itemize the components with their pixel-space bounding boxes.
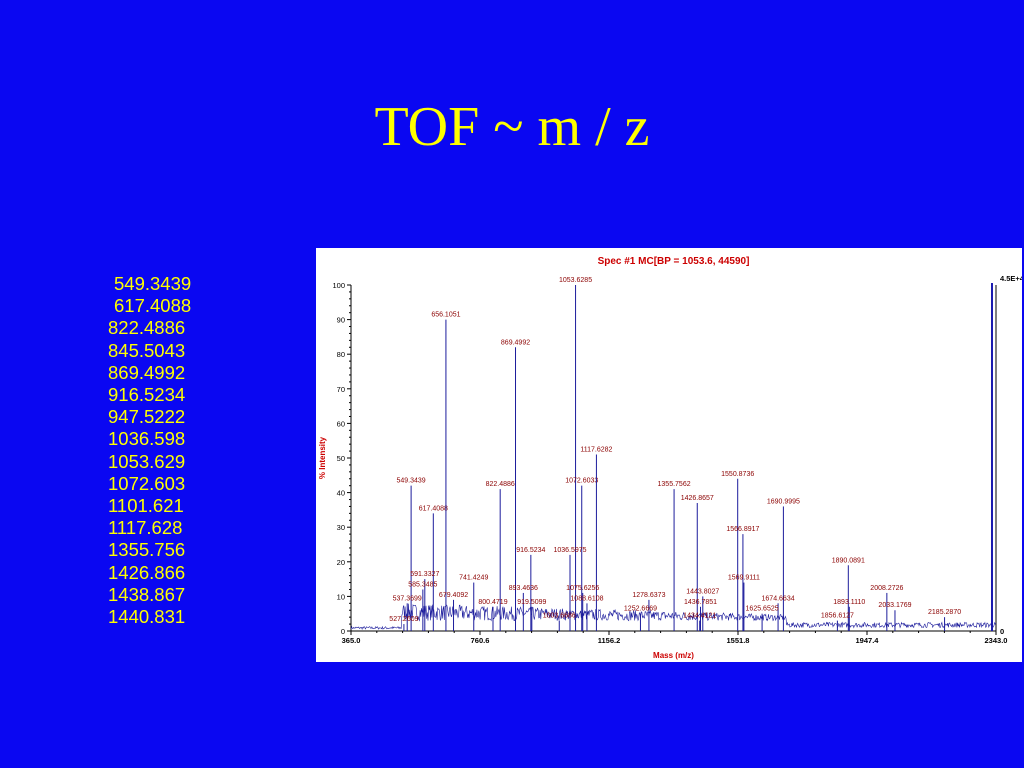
peak-label: 1856.6127 <box>821 613 854 620</box>
x-tick-label: 760.6 <box>471 636 490 645</box>
peak-label: 656.1051 <box>431 312 460 319</box>
peak-label: 1278.6373 <box>632 592 665 599</box>
peak-label: 549.3439 <box>397 478 426 485</box>
peak-label: 585.3485 <box>408 581 437 588</box>
y-tick-label: 80 <box>337 350 345 359</box>
peak-label: 822.4886 <box>486 481 515 488</box>
peak-mass-item: 1355.756 <box>108 539 186 561</box>
y-tick-label: 10 <box>337 592 345 601</box>
peak-label: 1252.6669 <box>624 606 657 613</box>
slide-title: TOF ~ m / z <box>374 96 650 158</box>
x-tick-label: 1551.8 <box>727 636 750 645</box>
peak-label: 1436.7851 <box>684 599 717 606</box>
peak-mass-item: 1053.629 <box>108 450 186 472</box>
peak-label: 1625.6525 <box>746 606 779 613</box>
x-tick-label: 1156.2 <box>598 636 621 645</box>
peak-label: 2033.1769 <box>878 602 911 609</box>
peak-label: 527.2609 <box>389 616 418 623</box>
peak-label: 1690.9995 <box>767 498 800 505</box>
right-axis-bottom-label: 0 <box>1000 627 1004 636</box>
peak-label: 1426.8657 <box>681 495 714 502</box>
peak-label: 2008.2726 <box>870 585 903 592</box>
peak-label: 1003.6686 <box>543 613 576 620</box>
peak-label: 617.4088 <box>419 505 448 512</box>
peak-mass-item: 845.5043 <box>108 339 186 361</box>
peak-mass-item: 916.5234 <box>108 384 186 406</box>
peak-mass-list: 549.3439 617.4088 822.4886 845.5043 869.4992… <box>108 273 191 628</box>
y-tick-label: 40 <box>337 489 345 498</box>
peak-label: 591.3327 <box>410 571 439 578</box>
y-tick-label: 100 <box>332 281 345 290</box>
peak-mass-item: 1440.831 <box>108 606 186 628</box>
mass-spectrum-chart: Spec #1 MC[BP = 1053.6, 44590] 0 10 20 30 40 5… <box>316 248 1022 662</box>
y-tick-label: 50 <box>337 454 345 463</box>
peak-label: 1890.0891 <box>832 557 865 564</box>
x-tick-label: 1947.4 <box>856 636 880 645</box>
peak-label: 1893.1110 <box>833 599 865 606</box>
peak-mass-item: 869.4992 <box>108 361 186 383</box>
y-tick-label: 20 <box>337 558 345 567</box>
peak-mass-item: 822.4886 <box>108 317 186 339</box>
peak-label: 2185.2870 <box>928 609 961 616</box>
peak-label: 916.5234 <box>516 547 545 554</box>
peak-label: 1072.6033 <box>565 478 598 485</box>
peak-mass-item: 1036.598 <box>108 428 186 450</box>
peak-label: 1355.7562 <box>658 481 691 488</box>
y-tick-label: 90 <box>337 316 345 325</box>
mass-spectrum-svg: Spec #1 MC[BP = 1053.6, 44590] 0 10 20 30 40 5… <box>318 256 1022 660</box>
y-tick-label: 60 <box>337 419 345 428</box>
peak-label: 679.4092 <box>439 592 468 599</box>
peak-mass-item: 947.5222 <box>108 406 186 428</box>
peak-label: 1075.6256 <box>566 585 599 592</box>
baseline-noise <box>350 603 997 630</box>
right-axis-top-label: 4.5E+4 <box>1000 274 1022 283</box>
peak-label: 1674.6634 <box>762 595 795 602</box>
peak-label: 800.4719 <box>478 599 507 606</box>
chart-title: Spec #1 MC[BP = 1053.6, 44590] <box>598 256 750 267</box>
y-tick-label: 30 <box>337 523 345 532</box>
peak-mass-item: 617.4088 <box>114 295 192 317</box>
peak-label: 1569.9111 <box>728 575 760 582</box>
y-tick-label: 0 <box>341 627 345 636</box>
peak-label: 869.4992 <box>501 339 530 346</box>
x-axis-label: Mass (m/z) <box>653 651 694 660</box>
peak-mass-item: 549.3439 <box>114 273 192 294</box>
peak-label: 1088.6108 <box>570 595 603 602</box>
peak-mass-item: 1101.621 <box>108 495 184 517</box>
peak-label: 1434.4121 <box>683 613 716 620</box>
peak-mass-item: 1438.867 <box>108 583 186 605</box>
x-tick-label: 365.0 <box>342 636 361 645</box>
peak-label: 1443.8027 <box>686 588 719 595</box>
y-tick-label: 70 <box>337 385 345 394</box>
peak-label: 1053.6285 <box>559 277 592 284</box>
peak-label: 919.5099 <box>517 599 546 606</box>
peak-label: 1550.8736 <box>721 471 754 478</box>
peak-label: 537.3699 <box>393 595 422 602</box>
peak-label: 1566.8917 <box>726 526 759 533</box>
peak-mass-item: 1426.866 <box>108 561 186 583</box>
y-axis-label: % Intensity <box>318 436 327 479</box>
peak-label: 1036.5975 <box>553 547 586 554</box>
peak-mass-item: 1072.603 <box>108 472 186 494</box>
peak-mass-item: 1117.628 <box>108 517 183 539</box>
x-tick-label: 2343.0 <box>985 636 1008 645</box>
peak-label: 1117.6282 <box>580 447 612 454</box>
peak-label: 741.4249 <box>459 575 488 582</box>
peak-label: 893.4636 <box>509 585 538 592</box>
